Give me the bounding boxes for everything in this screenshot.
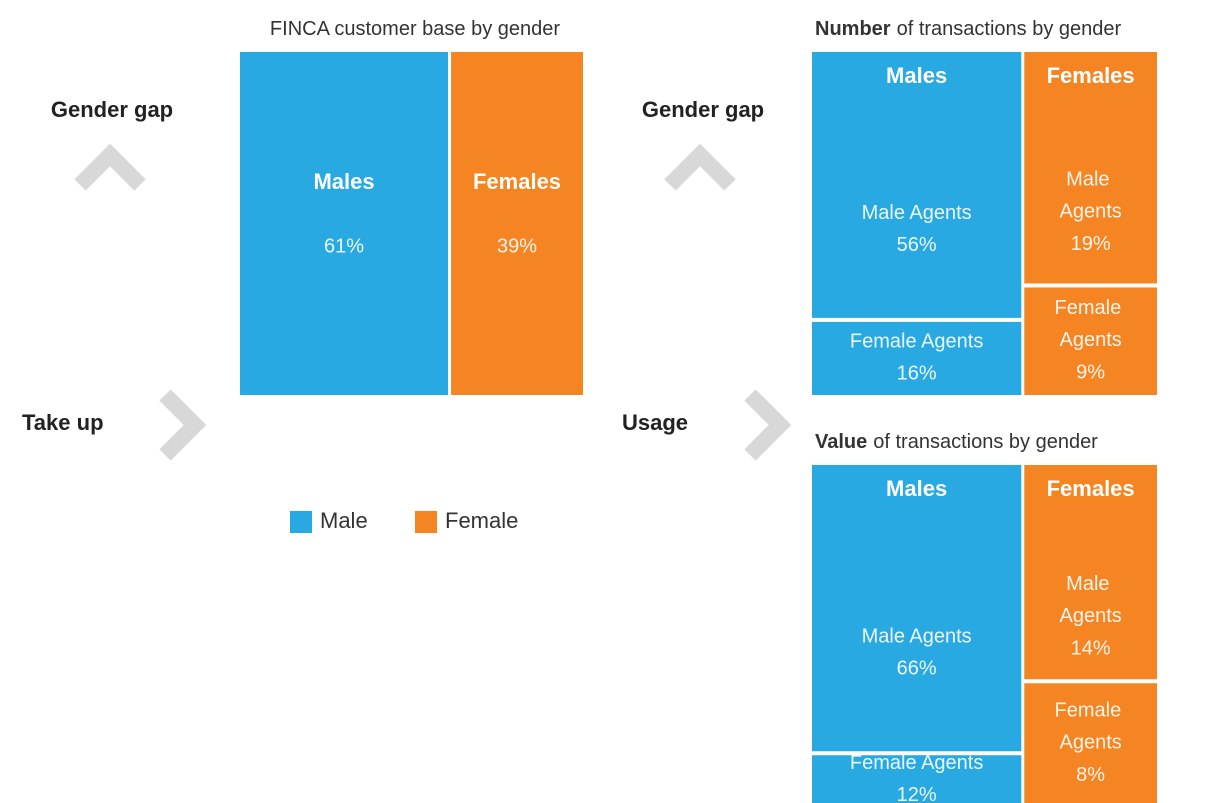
- cell-name: Female Agents: [850, 331, 983, 353]
- category-label: Females: [473, 169, 561, 194]
- cell-name-line: Agents: [1060, 201, 1122, 223]
- category-label: Males: [886, 476, 947, 501]
- cell-name: Male Agents: [1060, 573, 1122, 627]
- title-bold: Value: [815, 431, 867, 453]
- cell-name-line: Agents: [1060, 330, 1122, 352]
- legend-swatch: [290, 511, 312, 533]
- cell-name-line: Agents: [1060, 605, 1122, 627]
- cell-name: Male Agents: [862, 625, 972, 647]
- cell: [812, 465, 1022, 752]
- legend-label: Female: [445, 508, 518, 533]
- cell: [1024, 52, 1157, 284]
- cell: [1024, 465, 1157, 680]
- category-label: Females: [1047, 63, 1135, 88]
- chart-title: Number of transactions by gender: [815, 18, 1121, 40]
- cell-name: Female Agents: [850, 752, 983, 774]
- cell-name-line: Male: [1066, 573, 1115, 595]
- value-label: 56%: [897, 234, 937, 256]
- title-text: FINCA customer base by gender: [270, 18, 560, 40]
- cell: [1024, 683, 1157, 803]
- cell-name-line: Agents: [1060, 732, 1122, 754]
- value-label: 16%: [897, 363, 937, 385]
- annotation: Gender gap: [642, 97, 764, 122]
- cell: [812, 52, 1022, 318]
- value-label: 9%: [1076, 362, 1105, 384]
- category-label: Males: [886, 63, 947, 88]
- bar: [451, 52, 583, 395]
- chart-title: FINCA customer base by gender: [270, 18, 560, 40]
- title-bold: Number: [815, 18, 891, 40]
- annotation: Usage: [622, 410, 688, 435]
- value-label: 8%: [1076, 764, 1105, 786]
- cell: [1024, 287, 1157, 395]
- category-label: Females: [1047, 476, 1135, 501]
- cell-name: Male Agents: [862, 202, 972, 224]
- legend-swatch: [415, 511, 437, 533]
- arrow-right: [132, 389, 207, 461]
- title-text: of transactions by gender: [897, 18, 1122, 40]
- annotation: Gender gap: [51, 97, 173, 122]
- cell-name: Male Agents: [1060, 169, 1122, 223]
- arrow-right: [722, 389, 792, 461]
- cell: [812, 755, 1022, 803]
- title-text: of transactions by gender: [873, 431, 1098, 453]
- annotation: Take up: [22, 410, 104, 435]
- value-label: 19%: [1071, 233, 1111, 255]
- value-label: 66%: [897, 657, 937, 679]
- chart-title: Value of transactions by gender: [815, 431, 1098, 453]
- cell: [812, 321, 1022, 395]
- legend-label: Male: [320, 508, 368, 533]
- value-label: 39%: [497, 235, 537, 257]
- cell-name-line: Male: [1066, 169, 1115, 191]
- cell-name: Female Agents: [1055, 700, 1127, 754]
- cell-name-line: Female: [1055, 298, 1127, 320]
- value-label: 61%: [324, 235, 364, 257]
- arrow-up: [664, 143, 736, 238]
- arrow-up: [74, 143, 146, 238]
- category-label: Males: [313, 169, 374, 194]
- value-label: 12%: [897, 784, 937, 803]
- cell-name-line: Female: [1055, 700, 1127, 722]
- cell-name: Female Agents: [1055, 298, 1127, 352]
- bar: [240, 52, 449, 395]
- value-label: 14%: [1071, 637, 1111, 659]
